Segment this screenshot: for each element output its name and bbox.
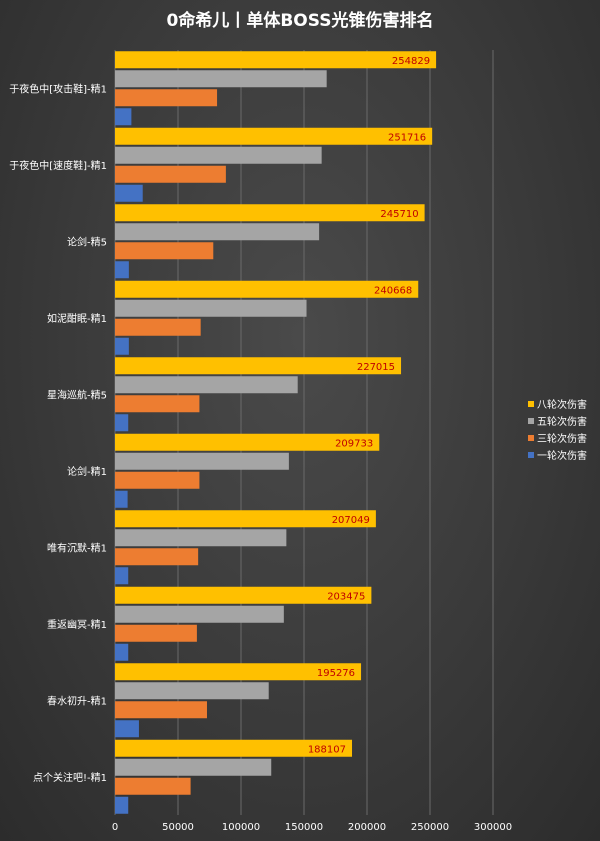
x-tick-label: 250000: [411, 822, 449, 833]
bar-三轮次伤害: [115, 471, 200, 489]
bar-一轮次伤害: [115, 720, 139, 738]
bar-三轮次伤害: [115, 395, 200, 413]
bar-五轮次伤害: [115, 605, 284, 623]
bar-三轮次伤害: [115, 318, 201, 336]
legend-swatch: [528, 418, 534, 424]
category-label: 论剑-精5: [67, 235, 107, 248]
bar-八轮次伤害: [115, 663, 362, 681]
category-label: 如泥酣眠-精1: [47, 312, 107, 325]
data-label: 188107: [308, 744, 346, 755]
bar-五轮次伤害: [115, 376, 298, 394]
data-label: 251716: [388, 132, 426, 143]
x-tick-label: 0: [112, 822, 118, 833]
legend-swatch: [528, 401, 534, 407]
legend-swatch: [528, 435, 534, 441]
bar-一轮次伤害: [115, 796, 129, 814]
legend-entry: 五轮次伤害: [537, 415, 587, 428]
category-label: 点个关注吧!-精1: [33, 771, 107, 784]
category-label: 于夜色中[速度鞋]-精1: [9, 159, 107, 172]
category-label: 唯有沉默-精1: [47, 541, 107, 554]
category-label: 论剑-精1: [67, 465, 107, 478]
bar-三轮次伤害: [115, 548, 199, 566]
legend-entry: 一轮次伤害: [537, 449, 587, 462]
bar-三轮次伤害: [115, 89, 218, 107]
bar-一轮次伤害: [115, 337, 129, 355]
bar-八轮次伤害: [115, 204, 425, 222]
bar-八轮次伤害: [115, 586, 372, 604]
x-tick-label: 300000: [474, 822, 512, 833]
category-label: 春水初升-精1: [47, 694, 107, 707]
bar-五轮次伤害: [115, 299, 307, 317]
bar-五轮次伤害: [115, 529, 287, 547]
bar-五轮次伤害: [115, 70, 327, 88]
legend-entry: 三轮次伤害: [537, 432, 587, 445]
bar-八轮次伤害: [115, 510, 376, 528]
chart-title: 0命希儿丨单体BOSS光锥伤害排名: [167, 10, 434, 31]
data-label: 209733: [335, 438, 373, 449]
bar-八轮次伤害: [115, 51, 437, 69]
data-label: 245710: [380, 209, 418, 220]
data-label: 195276: [317, 668, 355, 679]
data-label: 240668: [374, 285, 412, 296]
category-label: 星海巡航-精5: [47, 388, 107, 401]
legend-swatch: [528, 452, 534, 458]
bar-三轮次伤害: [115, 242, 214, 260]
bar-三轮次伤害: [115, 165, 226, 183]
bar-五轮次伤害: [115, 682, 269, 700]
legend-entry: 八轮次伤害: [537, 398, 587, 411]
bar-五轮次伤害: [115, 146, 322, 164]
x-tick-label: 100000: [222, 822, 260, 833]
bar-一轮次伤害: [115, 414, 129, 432]
bar-八轮次伤害: [115, 739, 353, 757]
bar-一轮次伤害: [115, 643, 129, 661]
bar-三轮次伤害: [115, 777, 191, 795]
x-tick-label: 150000: [285, 822, 323, 833]
bar-八轮次伤害: [115, 127, 433, 145]
x-tick-label: 200000: [348, 822, 386, 833]
category-label: 重返幽冥-精1: [47, 618, 107, 631]
bar-一轮次伤害: [115, 261, 129, 279]
data-label: 203475: [327, 591, 365, 602]
bar-一轮次伤害: [115, 490, 128, 508]
bar-一轮次伤害: [115, 567, 129, 585]
bar-五轮次伤害: [115, 223, 320, 241]
bar-五轮次伤害: [115, 758, 272, 776]
bar-五轮次伤害: [115, 452, 289, 470]
bar-八轮次伤害: [115, 280, 419, 298]
bar-三轮次伤害: [115, 624, 197, 642]
bar-八轮次伤害: [115, 357, 402, 375]
bar-三轮次伤害: [115, 701, 207, 719]
bar-一轮次伤害: [115, 108, 132, 126]
data-label: 207049: [332, 515, 370, 526]
bar-一轮次伤害: [115, 184, 143, 202]
bar-八轮次伤害: [115, 433, 380, 451]
data-label: 254829: [392, 56, 430, 67]
data-label: 227015: [357, 362, 395, 373]
category-label: 于夜色中[攻击鞋]-精1: [9, 82, 107, 95]
bars: 254829 251716 245710 240668 227015 209733 2070…: [115, 51, 437, 814]
axis: 0 50000 100000 150000 200000 250000 300000 于夜色中…: [9, 82, 512, 833]
gridlines: [114, 50, 494, 815]
x-tick-label: 50000: [162, 822, 194, 833]
